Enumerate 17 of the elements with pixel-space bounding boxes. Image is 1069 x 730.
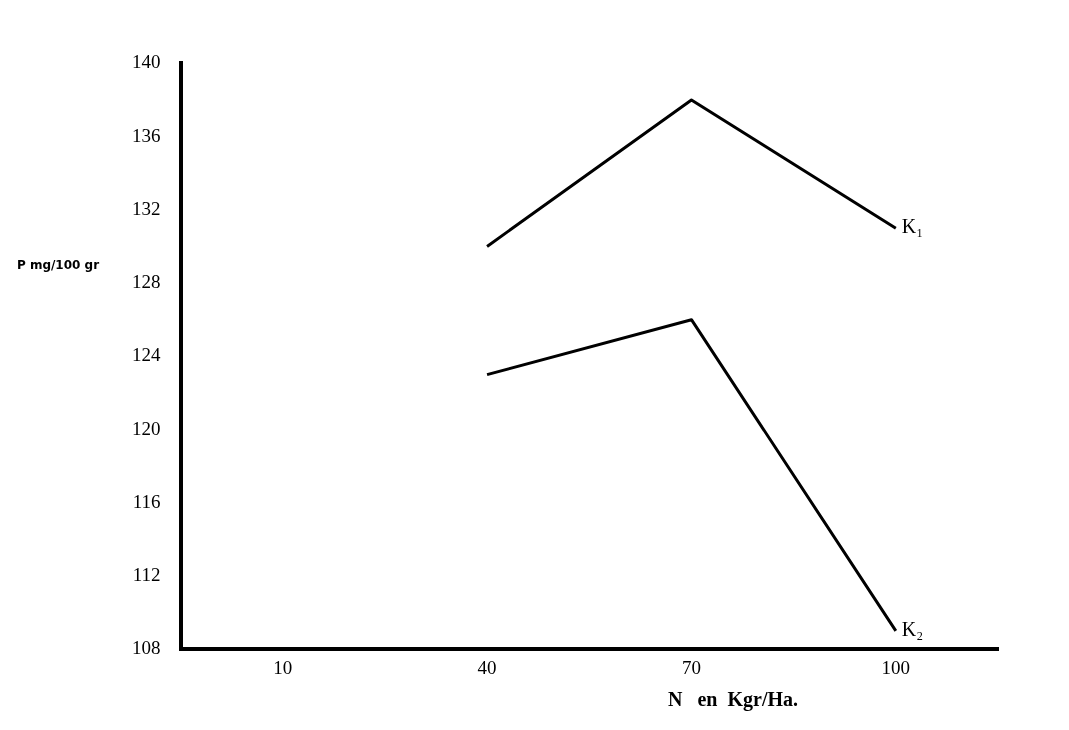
y-tick-label: 132 [132, 197, 161, 219]
y-tick-label: 112 [132, 563, 161, 585]
series-label: K₂ [901, 618, 924, 641]
y-tick-label: 140 [132, 51, 161, 73]
y-tick-label: 116 [132, 490, 161, 512]
x-tick-label: 40 [477, 656, 497, 678]
y-tick-label: 108 [132, 637, 161, 659]
x-tick-label: 100 [881, 656, 911, 678]
y-tick-label: 128 [132, 271, 161, 293]
x-axis-title: N en Kgr/Ha. [668, 688, 798, 711]
x-tick-label: 10 [273, 656, 293, 678]
y-tick-label: 124 [132, 344, 161, 366]
y-tick-label: 136 [132, 124, 161, 146]
series-label: K₁ [901, 215, 924, 238]
y-axis-title: P mg/100 gr [15, 258, 101, 272]
y-tick-label: 120 [132, 417, 161, 439]
x-tick-label: 70 [681, 656, 701, 678]
